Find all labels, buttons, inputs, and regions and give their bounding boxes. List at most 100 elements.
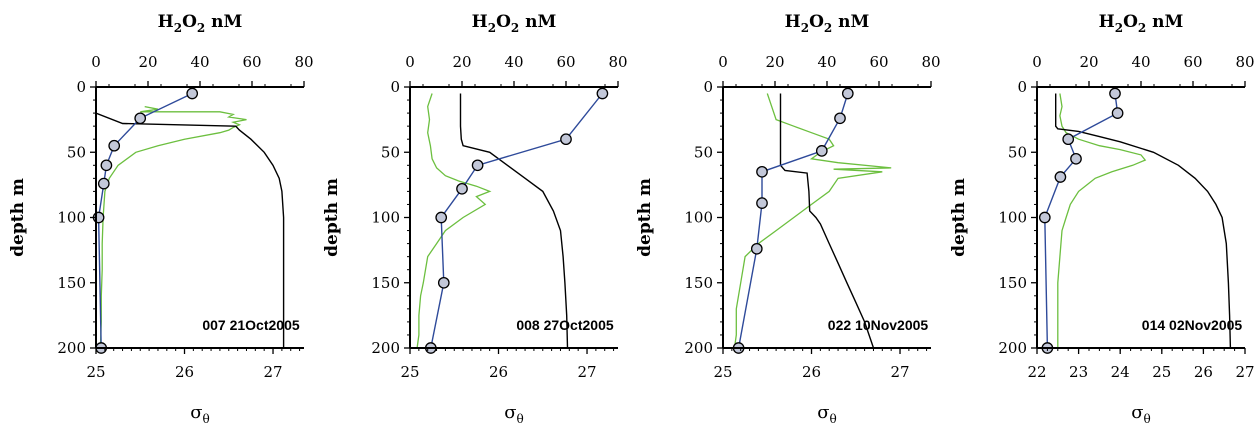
top-tick-label: 80 (608, 53, 627, 71)
top-tick-label: 20 (765, 53, 784, 71)
sigma-theta-line (95, 87, 285, 348)
y-tick-label: 50 (381, 143, 400, 161)
station-annotation: 014 02Nov2005 (1142, 317, 1243, 333)
sigma-subscript: θ (1144, 412, 1151, 426)
h2o2-point (100, 159, 113, 172)
station-annotation: 022 10Nov2005 (828, 317, 929, 333)
y-tick-label: 50 (1008, 143, 1027, 161)
top-tick-label: 20 (452, 53, 471, 71)
bottom-tick-label: 27 (263, 363, 282, 381)
y-axis-title: depth m (322, 178, 342, 257)
y-tick-label: 50 (694, 143, 713, 161)
title-sub-2b: 2 (824, 21, 832, 35)
green-profile-line (99, 105, 247, 349)
title-sub-2: 2 (801, 21, 809, 35)
bottom-tick-label: 24 (1111, 363, 1130, 381)
sigma-theta-line (779, 93, 875, 349)
h2o2-point (186, 87, 199, 100)
h2o2-point (456, 182, 468, 195)
title-h: H (1099, 12, 1115, 32)
h2o2-point (437, 276, 450, 289)
top-tick-label: 40 (190, 53, 209, 71)
h2o2-point (834, 112, 846, 125)
h2o2-point (815, 145, 828, 157)
top-tick-label: 80 (294, 53, 313, 71)
bottom-tick-label: 27 (1235, 363, 1254, 381)
h2o2-point (1062, 133, 1075, 146)
title-sub-2: 2 (174, 21, 182, 35)
title-o: O (182, 12, 197, 32)
station-annotation: 008 27Oct2005 (516, 317, 614, 333)
bottom-axis-title: σθ (504, 402, 524, 426)
sigma-theta-line (1054, 93, 1232, 349)
y-tick-label: 200 (57, 339, 86, 357)
top-tick-label: 0 (405, 53, 415, 71)
h2o2-point (97, 177, 110, 190)
bottom-tick-label: 26 (802, 363, 821, 381)
title-unit: nM (832, 12, 869, 32)
top-axis-title: H2O2 nM (158, 12, 243, 35)
h2o2-point (756, 197, 768, 209)
y-tick-label: 200 (998, 339, 1027, 357)
sigma-theta-line (459, 93, 569, 349)
h2o2-point (435, 211, 448, 224)
h2o2-point (756, 165, 768, 178)
top-tick-label: 0 (91, 53, 101, 71)
title-sub-2: 2 (488, 21, 496, 35)
bottom-tick-label: 26 (489, 363, 508, 381)
y-axis-title: depth m (949, 178, 969, 257)
sigma-symbol: σ (190, 402, 202, 423)
y-tick-label: 150 (57, 274, 86, 292)
bottom-tick-label: 26 (1194, 363, 1213, 381)
sigma-subscript: θ (517, 412, 524, 426)
title-unit: nM (519, 12, 556, 32)
bottom-tick-label: 22 (1027, 363, 1046, 381)
top-tick-label: 20 (138, 53, 157, 71)
y-tick-label: 0 (1017, 78, 1027, 96)
title-h: H (785, 12, 801, 32)
h2o2-point (750, 242, 763, 255)
bottom-tick-label: 25 (1152, 363, 1171, 381)
top-tick-label: 60 (1183, 53, 1202, 71)
h2o2-point (1111, 107, 1124, 119)
h2o2-point (108, 139, 121, 152)
bottom-tick-label: 25 (713, 363, 732, 381)
top-tick-label: 40 (1131, 53, 1150, 71)
h2o2-point (841, 87, 854, 100)
y-axis-title: depth m (8, 178, 28, 257)
green-profile-line (733, 93, 892, 349)
green-profile-line (1057, 93, 1147, 348)
top-tick-label: 40 (504, 53, 523, 71)
y-tick-label: 150 (998, 274, 1027, 292)
green-profile-line (416, 93, 492, 349)
sigma-symbol: σ (817, 402, 829, 423)
top-tick-label: 60 (242, 53, 261, 71)
y-tick-label: 100 (57, 209, 86, 227)
y-tick-label: 200 (684, 339, 713, 357)
bottom-tick-label: 27 (890, 363, 909, 381)
bottom-tick-label: 25 (400, 363, 419, 381)
top-tick-label: 40 (817, 53, 836, 71)
h2o2-line (737, 93, 849, 349)
sigma-symbol: σ (504, 402, 516, 423)
h2o2-point (1054, 171, 1067, 183)
y-tick-label: 150 (684, 274, 713, 292)
y-tick-label: 200 (371, 339, 400, 357)
bottom-tick-label: 25 (86, 363, 105, 381)
h2o2-line (430, 93, 603, 349)
y-tick-label: 50 (67, 143, 86, 161)
bottom-axis-title: σθ (190, 402, 210, 426)
y-tick-label: 0 (76, 78, 86, 96)
top-tick-label: 80 (921, 53, 940, 71)
top-axis-title: H2O2 nM (1099, 12, 1184, 35)
h2o2-point (560, 133, 572, 146)
top-axis-title: H2O2 nM (785, 12, 870, 35)
h2o2-point (596, 87, 609, 100)
station-annotation: 007 21Oct2005 (202, 317, 300, 333)
